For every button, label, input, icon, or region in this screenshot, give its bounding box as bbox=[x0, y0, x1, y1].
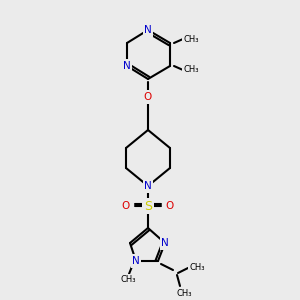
Text: N: N bbox=[132, 256, 140, 266]
Text: O: O bbox=[166, 201, 174, 211]
Text: CH₃: CH₃ bbox=[176, 289, 192, 298]
Text: CH₃: CH₃ bbox=[183, 65, 199, 74]
Text: N: N bbox=[144, 181, 152, 191]
Text: N: N bbox=[144, 25, 152, 35]
Text: CH₃: CH₃ bbox=[189, 263, 205, 272]
Text: N: N bbox=[161, 238, 169, 248]
Text: CH₃: CH₃ bbox=[183, 34, 199, 43]
Text: O: O bbox=[144, 92, 152, 102]
Text: O: O bbox=[122, 201, 130, 211]
Text: N: N bbox=[123, 61, 131, 71]
Text: S: S bbox=[144, 200, 152, 212]
Text: CH₃: CH₃ bbox=[120, 275, 136, 284]
